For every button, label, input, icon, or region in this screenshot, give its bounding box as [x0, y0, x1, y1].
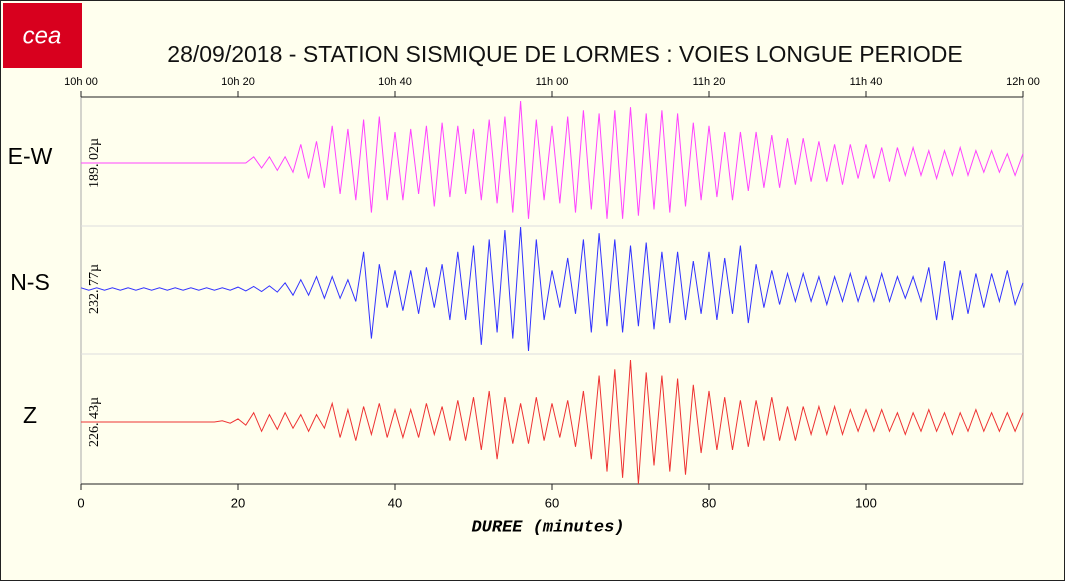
x-tick-label: 0	[77, 495, 84, 510]
x2-tick-label: 11h 00	[536, 76, 569, 88]
channel-label: E-W	[8, 143, 53, 169]
x-tick-label: 100	[855, 495, 877, 510]
seismic-trace	[80, 226, 1024, 352]
seismic-trace	[81, 100, 1024, 219]
x2-tick-label: 11h 40	[850, 76, 883, 88]
x-tick-label: 20	[231, 495, 245, 510]
logo: cea	[23, 22, 62, 49]
x-tick-label: 80	[702, 495, 716, 510]
seismic-trace	[81, 359, 1024, 485]
scale-label: 189. 02µ	[87, 138, 102, 188]
x2-tick-label: 12h 00	[1006, 76, 1040, 88]
scale-label: 232. 77µ	[87, 264, 102, 314]
chart-title: 28/09/2018 - STATION SISMIQUE DE LORMES …	[167, 41, 962, 67]
x2-tick-label: 10h 00	[64, 76, 98, 88]
logo-box	[3, 3, 82, 68]
x-tick-label: 60	[545, 495, 559, 510]
x-tick-label: 40	[388, 495, 402, 510]
x2-tick-label: 10h 40	[378, 76, 412, 88]
x2-tick-label: 10h 20	[221, 76, 255, 88]
x-axis-label: DUREE (minutes)	[471, 518, 624, 537]
channel-label: Z	[23, 402, 37, 428]
channel-label: N-S	[10, 269, 50, 295]
x2-tick-label: 11h 20	[693, 76, 726, 88]
scale-label: 226. 43µ	[87, 397, 102, 447]
